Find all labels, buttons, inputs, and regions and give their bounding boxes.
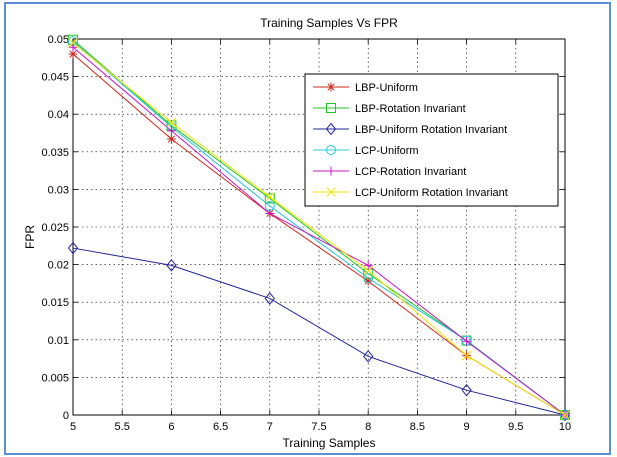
x-tick-label: 10: [559, 421, 571, 433]
data-point: [363, 260, 373, 270]
legend-box: [304, 73, 559, 207]
figure-frame: Training Samples Vs FPR Training Samples…: [4, 2, 611, 455]
x-tick-label: 9: [464, 421, 470, 433]
legend-marker: [326, 145, 336, 155]
legend-item-4: LCP-Uniform: [313, 145, 419, 157]
legend-marker: [326, 82, 336, 92]
x-tick-label: 8: [365, 421, 371, 433]
data-point: [67, 241, 79, 255]
legend-item-5: LCP-Rotation Invariant: [313, 166, 466, 178]
y-tick-label: 0.015: [41, 297, 69, 309]
data-point: [363, 273, 374, 284]
data-point: [264, 193, 275, 204]
data-point: [363, 276, 373, 286]
legend-item-2: LBP-Rotation Invariant: [313, 103, 466, 115]
data-point: [560, 410, 570, 420]
series-line: [72, 46, 566, 416]
legend-marker: [326, 166, 336, 176]
y-tick-label: 0.035: [41, 147, 69, 159]
x-tick-label: 9.5: [508, 421, 523, 433]
series-line: [72, 42, 566, 416]
legend-label: LBP-Uniform: [355, 82, 418, 94]
axes: 5 5.5 6 6.5 7 7.5 8 8.5 9 9.5 10 0 0.005 0.01 0.015 0.0…: [41, 34, 571, 433]
legend-label: LBP-Uniform Rotation Invariant: [355, 124, 507, 136]
data-point: [265, 208, 275, 218]
legend-item-1: LBP-Uniform: [313, 82, 418, 94]
data-point: [166, 126, 176, 136]
y-tick-label: 0.01: [48, 335, 69, 347]
series-layer: [67, 34, 571, 422]
chart-title: Training Samples Vs FPR: [260, 16, 398, 30]
x-tick-label: 6: [168, 421, 174, 433]
x-tick-label: 7.5: [311, 421, 326, 433]
y-tick-label: 0: [63, 410, 69, 422]
data-point: [462, 336, 472, 346]
data-point: [166, 134, 176, 144]
legend-marker: [326, 103, 336, 113]
y-tick-label: 0.005: [41, 372, 69, 384]
legend-label: LCP-Uniform Rotation Invariant: [355, 187, 508, 199]
legend-marker: [325, 122, 337, 136]
legend-label: LBP-Rotation Invariant: [355, 103, 466, 115]
data-point: [461, 383, 472, 397]
data-point: [166, 117, 177, 128]
data-point: [68, 49, 78, 59]
series-5: [68, 42, 570, 420]
data-point: [166, 259, 177, 272]
x-tick-label: 5.5: [115, 421, 130, 433]
series-6: [68, 37, 570, 420]
data-point: [68, 37, 78, 48]
x-axis-title: Training Samples: [283, 436, 376, 450]
y-tick-label: 0.02: [48, 260, 69, 272]
y-tick-label: 0.025: [41, 222, 69, 234]
data-point: [68, 42, 78, 52]
data-point: [363, 265, 374, 276]
legend-label: LCP-Uniform: [355, 145, 419, 157]
legend-item-3: LBP-Uniform Rotation Invariant: [313, 122, 507, 136]
axes-box: [72, 38, 566, 416]
x-tick-label: 5: [70, 421, 76, 433]
y-tick-label: 0.04: [48, 109, 69, 121]
legend-label: LCP-Rotation Invariant: [355, 166, 466, 178]
x-tick-label: 6.5: [213, 421, 228, 433]
x-tick-label: 7: [267, 421, 273, 433]
y-tick-label: 0.05: [48, 34, 69, 46]
data-point: [363, 350, 374, 363]
data-point: [264, 192, 275, 202]
series-line: [72, 40, 566, 416]
legend-item-6: LCP-Uniform Rotation Invariant: [313, 187, 508, 199]
y-axis-title: FPR: [23, 225, 37, 249]
series-3: [67, 241, 571, 422]
x-tick-label: 8.5: [410, 421, 425, 433]
chart: Training Samples Vs FPR Training Samples…: [23, 16, 571, 450]
legend-marker: [326, 187, 336, 197]
legend: LBP-Uniform LBP-Rotation Invariant LBP-Uni…: [304, 73, 559, 207]
series-line: [72, 247, 566, 416]
data-point: [264, 292, 275, 305]
y-tick-label: 0.045: [41, 72, 69, 84]
data-point: [461, 350, 472, 361]
y-tick-label: 0.03: [48, 184, 69, 196]
